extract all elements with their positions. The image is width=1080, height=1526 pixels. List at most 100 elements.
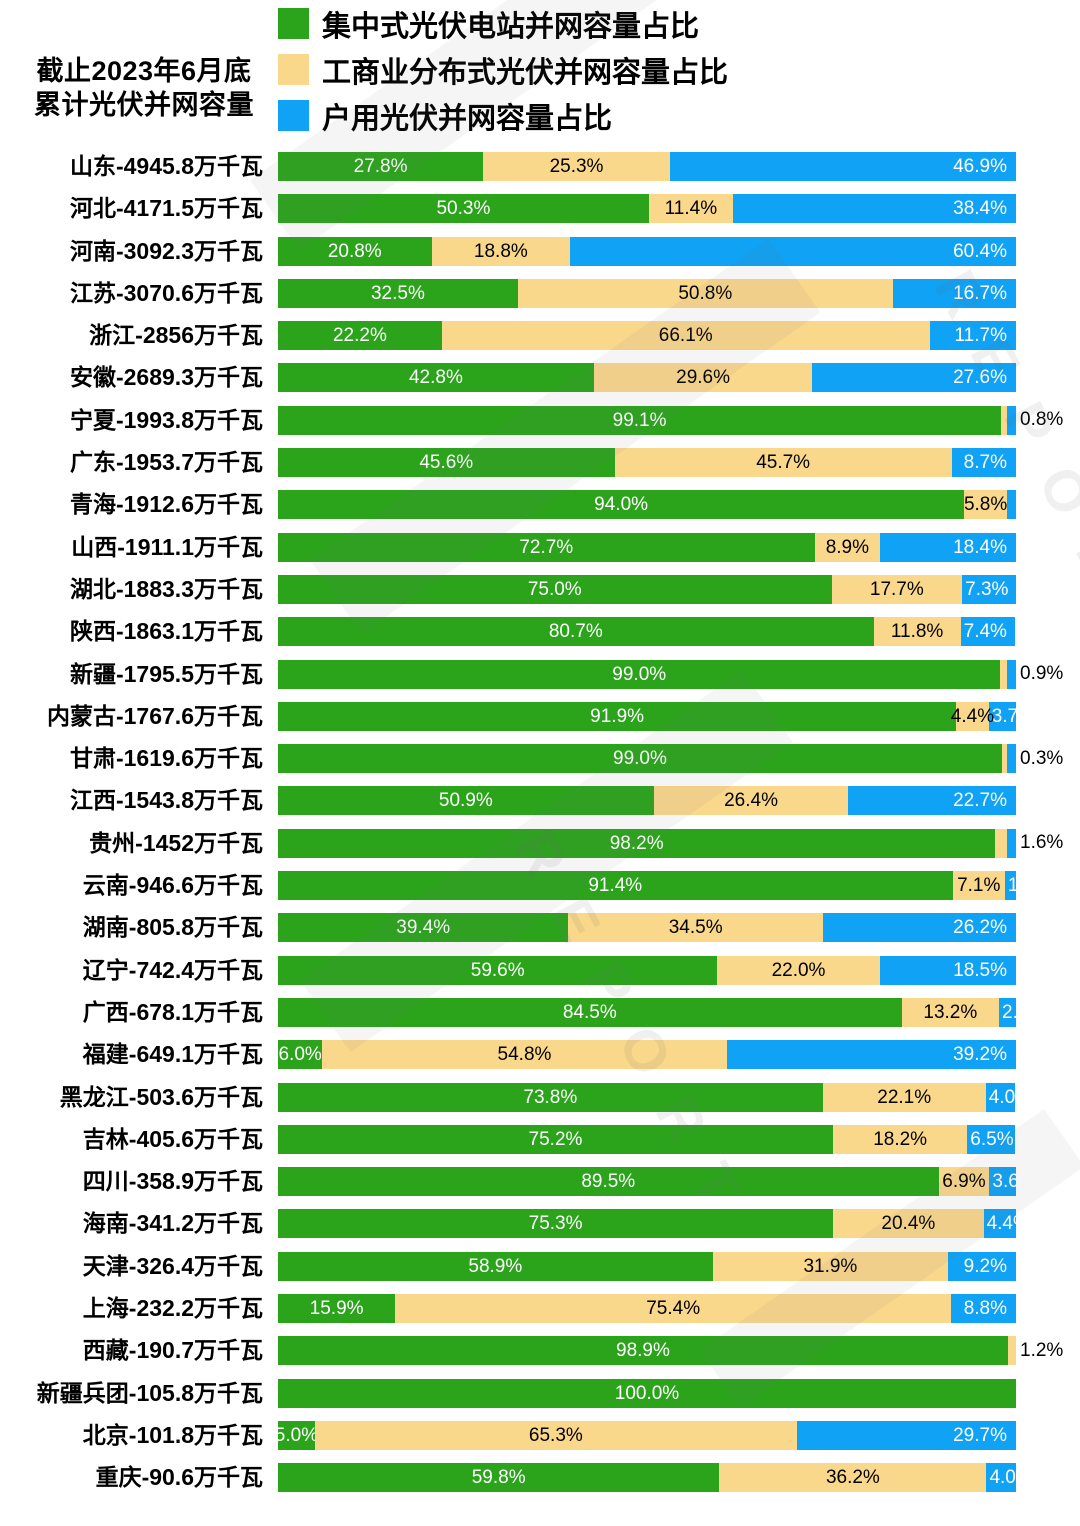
province-capacity-label: 青海-1912.6万千瓦 <box>69 491 263 518</box>
percent-label: 98.9% <box>616 1340 670 1362</box>
percent-label: 91.4% <box>588 875 643 897</box>
percent-label: 60.4% <box>953 240 1007 262</box>
chart-row: 黑龙江-503.6万千瓦 73.8% 22.1% 4.0% <box>0 1082 1080 1125</box>
outside-percent-label: 0.8% <box>1020 409 1064 431</box>
percent-label: 50.9% <box>438 790 493 812</box>
percent-label: 91.9% <box>590 705 645 727</box>
province-capacity-label: 四川-358.9万千瓦 <box>82 1168 263 1195</box>
percent-label: 2.3% <box>1002 1001 1016 1023</box>
chart-row: 青海-1912.6万千瓦 94.0% 5.8% <box>0 490 1080 532</box>
chart-row: 河南-3092.3万千瓦 20.8% 18.8% 60.4% <box>0 236 1080 279</box>
legend-label: 集中式光伏电站并网容量占比 <box>322 10 700 43</box>
province-capacity-label: 浙江-2856万千瓦 <box>89 322 263 349</box>
bar-segment-tan: 13.2% <box>901 997 1000 1027</box>
chart-row: 河北-4171.5万千瓦 50.3% 11.4% 38.4% <box>0 194 1080 236</box>
percent-label: 20.4% <box>881 1213 936 1235</box>
bar-segment-green: 99.1% <box>278 405 1002 435</box>
bar-segment-blue: 8.8% <box>951 1294 1017 1324</box>
percent-label: 18.4% <box>953 536 1007 558</box>
bar-segment-tan: 18.8% <box>431 236 571 266</box>
percent-label: 7.4% <box>963 621 1007 643</box>
province-capacity-label: 云南-946.6万千瓦 <box>82 872 263 899</box>
province-capacity-label: 宁夏-1993.8万千瓦 <box>69 406 263 433</box>
bar-segment-blue: 46.9% <box>669 152 1016 181</box>
percent-label: 4.0% <box>989 1467 1016 1489</box>
percent-label: 75.4% <box>646 1298 701 1320</box>
bar-segment-blue: 9.2% <box>948 1251 1016 1281</box>
province-capacity-label: 湖北-1883.3万千瓦 <box>69 575 263 602</box>
province-capacity-label: 内蒙古-1767.6万千瓦 <box>46 702 263 729</box>
outside-percent-label: 0.9% <box>1020 663 1064 685</box>
bar-track: 94.0% 5.8% <box>278 490 1016 520</box>
chart-row: 重庆-90.6万千瓦 59.8% 36.2% 4.0% <box>0 1463 1080 1505</box>
percent-label: 27.6% <box>953 367 1007 389</box>
bar-segment-green: 50.9% <box>278 786 654 816</box>
percent-label: 17.7% <box>869 578 924 600</box>
province-capacity-label: 河南-3092.3万千瓦 <box>69 237 263 264</box>
percent-label: 59.6% <box>470 959 525 981</box>
percent-label: 5.0% <box>278 1424 315 1446</box>
bar-segment-tan: 11.4% <box>648 194 733 224</box>
legend-swatch-tan <box>278 54 309 85</box>
bar-segment-green: 32.5% <box>278 278 518 308</box>
bar-segment-green: 94.0% <box>278 490 965 520</box>
bar-track: 45.6% 45.7% 8.7% <box>278 448 1016 478</box>
bar-segment-tan: 54.8% <box>322 1040 727 1070</box>
chart-row: 湖北-1883.3万千瓦 75.0% 17.7% 7.3% <box>0 574 1080 617</box>
bar-segment-blue: 18.4% <box>880 532 1016 562</box>
bar-segment-green: 98.2% <box>278 828 996 858</box>
bar-segment-green: 58.9% <box>278 1251 713 1281</box>
bar-segment-tan: 17.7% <box>831 574 963 604</box>
bar-segment-blue: 11.7% <box>929 321 1016 351</box>
province-capacity-label: 广东-1953.7万千瓦 <box>69 449 263 476</box>
percent-label: 8.9% <box>825 536 869 558</box>
bar-segment-green: 50.3% <box>278 194 649 224</box>
chart-title: 截止2023年6月底 累计光伏并网容量 <box>18 55 270 123</box>
bar-segment-blue <box>1007 490 1016 520</box>
bar-segment-tan: 50.8% <box>517 278 893 308</box>
bar-segment-blue <box>1007 828 1016 858</box>
bar-segment-blue: 1.5% <box>1004 871 1016 901</box>
bar-segment-tan: 36.2% <box>719 1463 987 1493</box>
chart-row: 辽宁-742.4万千瓦 59.6% 22.0% 18.5% <box>0 955 1080 998</box>
chart-row: 四川-358.9万千瓦 89.5% 6.9% 3.6% <box>0 1167 1080 1209</box>
percent-label: 7.3% <box>965 578 1009 600</box>
bar-track: 5.0% 65.3% 29.7% <box>278 1420 1016 1450</box>
chart-row: 西藏-190.7万千瓦 98.9% 1.2% <box>0 1336 1080 1378</box>
percent-label: 5.8% <box>963 494 1008 516</box>
bar-segment-tan: 11.8% <box>873 617 961 647</box>
province-capacity-label: 吉林-405.6万千瓦 <box>82 1125 263 1152</box>
bar-segment-tan: 25.3% <box>483 152 670 181</box>
bar-track: 98.9% 1.2% <box>278 1336 1063 1366</box>
bar-track: 72.7% 8.9% 18.4% <box>278 532 1016 562</box>
bar-track: 39.4% 34.5% 26.2% <box>278 913 1016 943</box>
bar-segment-blue: 3.6% <box>989 1167 1016 1197</box>
percent-label: 75.0% <box>527 578 582 600</box>
chart-row: 广西-678.1万千瓦 84.5% 13.2% 2.3% <box>0 997 1080 1040</box>
percent-label: 11.8% <box>890 621 944 643</box>
legend-item-green: 集中式光伏电站并网容量占比 <box>278 8 728 43</box>
bar-segment-green: 45.6% <box>278 448 615 478</box>
chart-row: 山东-4945.8万千瓦 27.8% 25.3% 46.9% <box>0 152 1080 194</box>
percent-label: 15.9% <box>309 1298 364 1320</box>
bar-segment-green: 72.7% <box>278 532 815 562</box>
chart-row: 福建-649.1万千瓦 6.0% 54.8% 39.2% <box>0 1040 1080 1082</box>
province-capacity-label: 上海-232.2万千瓦 <box>82 1295 263 1322</box>
bar-segment-tan: 6.9% <box>938 1167 990 1197</box>
percent-label: 26.4% <box>724 790 778 812</box>
bar-segment-tan <box>1000 659 1007 689</box>
province-capacity-label: 黑龙江-503.6万千瓦 <box>59 1083 263 1110</box>
percent-label: 29.7% <box>953 1424 1007 1446</box>
bar-segment-green: 100.0% <box>278 1378 1016 1408</box>
chart-row: 江苏-3070.6万千瓦 32.5% 50.8% 16.7% <box>0 278 1080 321</box>
percent-label: 16.7% <box>953 282 1007 304</box>
bar-segment-blue: 8.7% <box>951 448 1016 478</box>
bar-segment-tan: 45.7% <box>614 448 952 478</box>
province-capacity-label: 新疆兵团-105.8万千瓦 <box>36 1379 263 1406</box>
province-capacity-label: 辽宁-742.4万千瓦 <box>82 956 263 983</box>
legend-swatch-blue <box>278 100 309 131</box>
percent-label: 18.5% <box>953 959 1007 981</box>
bar-segment-green: 75.2% <box>278 1124 833 1154</box>
bar-segment-green: 75.0% <box>278 574 832 604</box>
